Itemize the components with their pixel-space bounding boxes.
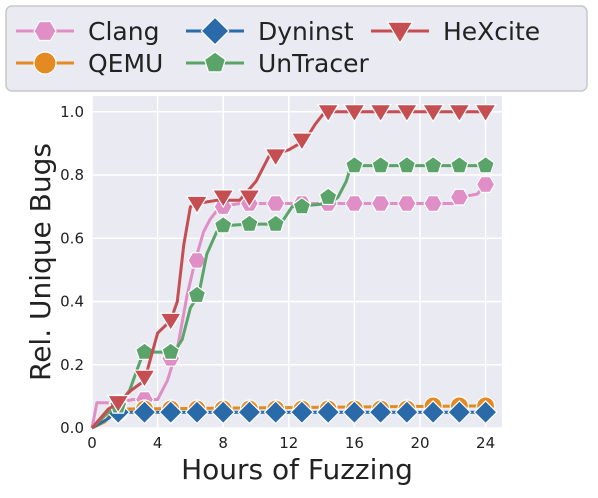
data-point-untracer [135, 342, 154, 360]
data-point-hexcite [421, 103, 445, 123]
x-tick-label: 20 [410, 434, 429, 452]
data-point-dyninst [447, 400, 472, 425]
data-point-hexcite [106, 394, 130, 414]
x-axis-label: Hours of Fuzzing [181, 453, 413, 486]
data-point-hexcite [133, 369, 156, 389]
data-point-hexcite [238, 189, 261, 209]
data-point-untracer [423, 155, 443, 174]
series-hexcite [90, 103, 497, 429]
legend-label: QEMU [88, 49, 163, 78]
data-point-hexcite [211, 189, 235, 209]
data-point-hexcite [316, 103, 340, 123]
y-axis-label: Rel. Unique Bugs [24, 143, 57, 381]
legend-item-clang: Clang [16, 17, 159, 46]
y-tick-label: 0.6 [60, 229, 84, 247]
legend-marker-untracer [203, 51, 227, 73]
x-tick-label: 24 [476, 434, 495, 452]
data-point-dyninst [237, 400, 262, 425]
data-point-dyninst [158, 400, 183, 425]
data-point-hexcite [447, 103, 471, 123]
data-point-hexcite [159, 312, 183, 332]
legend-item-hexcite: HeXcite [371, 17, 540, 46]
x-tick-label: 16 [345, 434, 364, 452]
grid [91, 96, 502, 429]
data-point-untracer [266, 214, 285, 232]
data-point-clang [475, 176, 496, 193]
legend-item-dyninst: Dyninst [186, 16, 354, 46]
legend-box [5, 5, 588, 92]
data-point-untracer [292, 196, 312, 215]
data-point-untracer [397, 155, 417, 174]
data-point-hexcite [264, 148, 288, 168]
data-point-dyninst [368, 400, 393, 425]
legend-marker-dyninst [200, 16, 230, 46]
data-point-clang [397, 195, 417, 212]
y-tick-label: 0.2 [60, 356, 84, 374]
data-point-hexcite [290, 132, 314, 152]
data-point-hexcite [185, 195, 209, 215]
data-point-clang [266, 195, 286, 212]
x-tick-label: 8 [218, 434, 228, 452]
data-point-dyninst [316, 400, 341, 425]
legend-label: UnTracer [258, 49, 369, 78]
data-point-untracer [450, 155, 469, 174]
tick-labels: 0 4 8 12 16 20 24 0.0 0.2 0.4 0.6 0.8 1.0 [60, 103, 495, 452]
data-point-dyninst [184, 400, 210, 425]
data-point-untracer [476, 155, 495, 174]
data-point-hexcite [474, 103, 497, 123]
legend-label: HeXcite [443, 17, 540, 46]
data-point-untracer [371, 155, 390, 174]
data-point-dyninst [289, 400, 315, 425]
x-tick-label: 0 [87, 434, 97, 452]
legend-label: Dyninst [258, 17, 354, 46]
x-tick-label: 4 [153, 434, 163, 452]
data-point-untracer [187, 285, 207, 304]
x-tick-label: 12 [279, 434, 298, 452]
legend-label: Clang [88, 17, 159, 46]
y-tick-label: 1.0 [60, 103, 84, 121]
data-point-dyninst [421, 400, 446, 425]
data-point-dyninst [473, 400, 498, 425]
legend-item-qemu: QEMU [16, 49, 163, 78]
data-point-clang [370, 195, 391, 212]
data-point-clang [344, 195, 365, 212]
legend: Clang QEMU Dyninst UnTracer HeXcite [5, 5, 588, 92]
data-point-untracer [345, 155, 364, 174]
data-point-hexcite [369, 103, 393, 123]
data-point-dyninst [211, 400, 236, 425]
legend-marker-clang [33, 20, 57, 42]
data-point-untracer [318, 187, 338, 206]
data-point-dyninst [132, 400, 157, 425]
y-tick-label: 0.8 [60, 166, 84, 184]
plot-background [92, 96, 502, 428]
legend-marker-qemu [33, 51, 57, 75]
legend-marker-hexcite [386, 21, 414, 45]
data-point-dyninst [263, 400, 288, 425]
data-point-hexcite [342, 103, 366, 123]
y-tick-label: 0.0 [60, 419, 84, 437]
data-point-untracer [213, 215, 233, 234]
data-point-untracer [240, 214, 259, 232]
data-point-dyninst [342, 400, 367, 425]
data-point-clang [423, 195, 443, 212]
data-point-hexcite [395, 103, 419, 123]
data-point-clang [449, 188, 470, 206]
series-layer [90, 103, 498, 430]
data-point-dyninst [394, 400, 419, 425]
y-tick-label: 0.4 [60, 293, 84, 311]
data-point-clang [187, 252, 207, 269]
data-point-untracer [161, 342, 181, 360]
legend-item-untracer: UnTracer [186, 49, 369, 78]
